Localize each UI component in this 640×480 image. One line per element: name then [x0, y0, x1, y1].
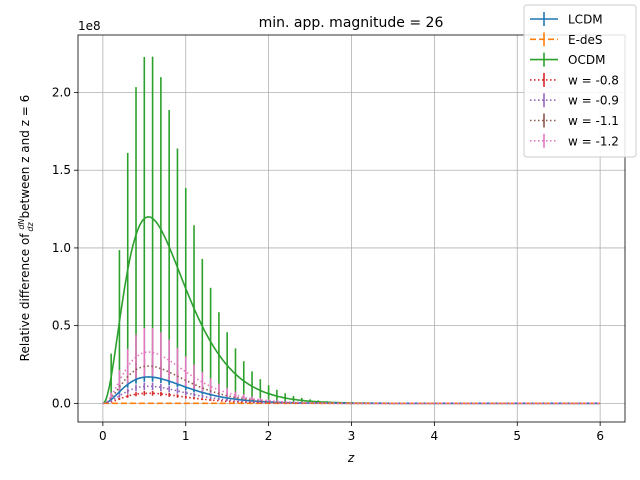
legend-label: w = -1.1 [568, 114, 619, 128]
x-tick-label: 5 [513, 429, 521, 443]
x-axis-label: z [347, 451, 355, 465]
y-tick-label: 1.0 [52, 241, 71, 255]
legend: LCDM E-deS OCDM w = -0.8 w = -0.9 w = -1.1 w =… [523, 4, 637, 158]
axes: 0 1 2 3 4 5 6 0.0 0.5 1.0 1.5 2.0 [52, 86, 604, 443]
y-offset-label: 1e8 [78, 19, 101, 33]
legend-label: LCDM [568, 13, 603, 27]
legend-label: w = -0.9 [568, 94, 619, 108]
y-tick-label: 0.5 [52, 319, 71, 333]
legend-label: OCDM [568, 53, 605, 67]
plot-data [102, 56, 601, 405]
x-tick-label: 6 [596, 429, 604, 443]
chart-title: min. app. magnitude = 26 [259, 15, 444, 31]
x-tick-label: 4 [431, 429, 439, 443]
series-line [102, 351, 601, 405]
legend-label: w = -1.2 [568, 134, 619, 148]
legend-label: w = -0.8 [568, 73, 619, 87]
y-tick-label: 2.0 [52, 86, 71, 100]
x-tick-label: 2 [265, 429, 273, 443]
legend-label: E-deS [568, 33, 603, 47]
x-tick-label: 3 [348, 429, 356, 443]
y-tick-label: 0.0 [52, 396, 71, 410]
y-tick-label: 1.5 [52, 163, 71, 177]
x-tick-label: 1 [182, 429, 190, 443]
y-axis-label: Relative difference of dNdz between z an… [17, 95, 35, 362]
x-tick-label: 0 [99, 429, 107, 443]
legend-box [523, 4, 637, 158]
